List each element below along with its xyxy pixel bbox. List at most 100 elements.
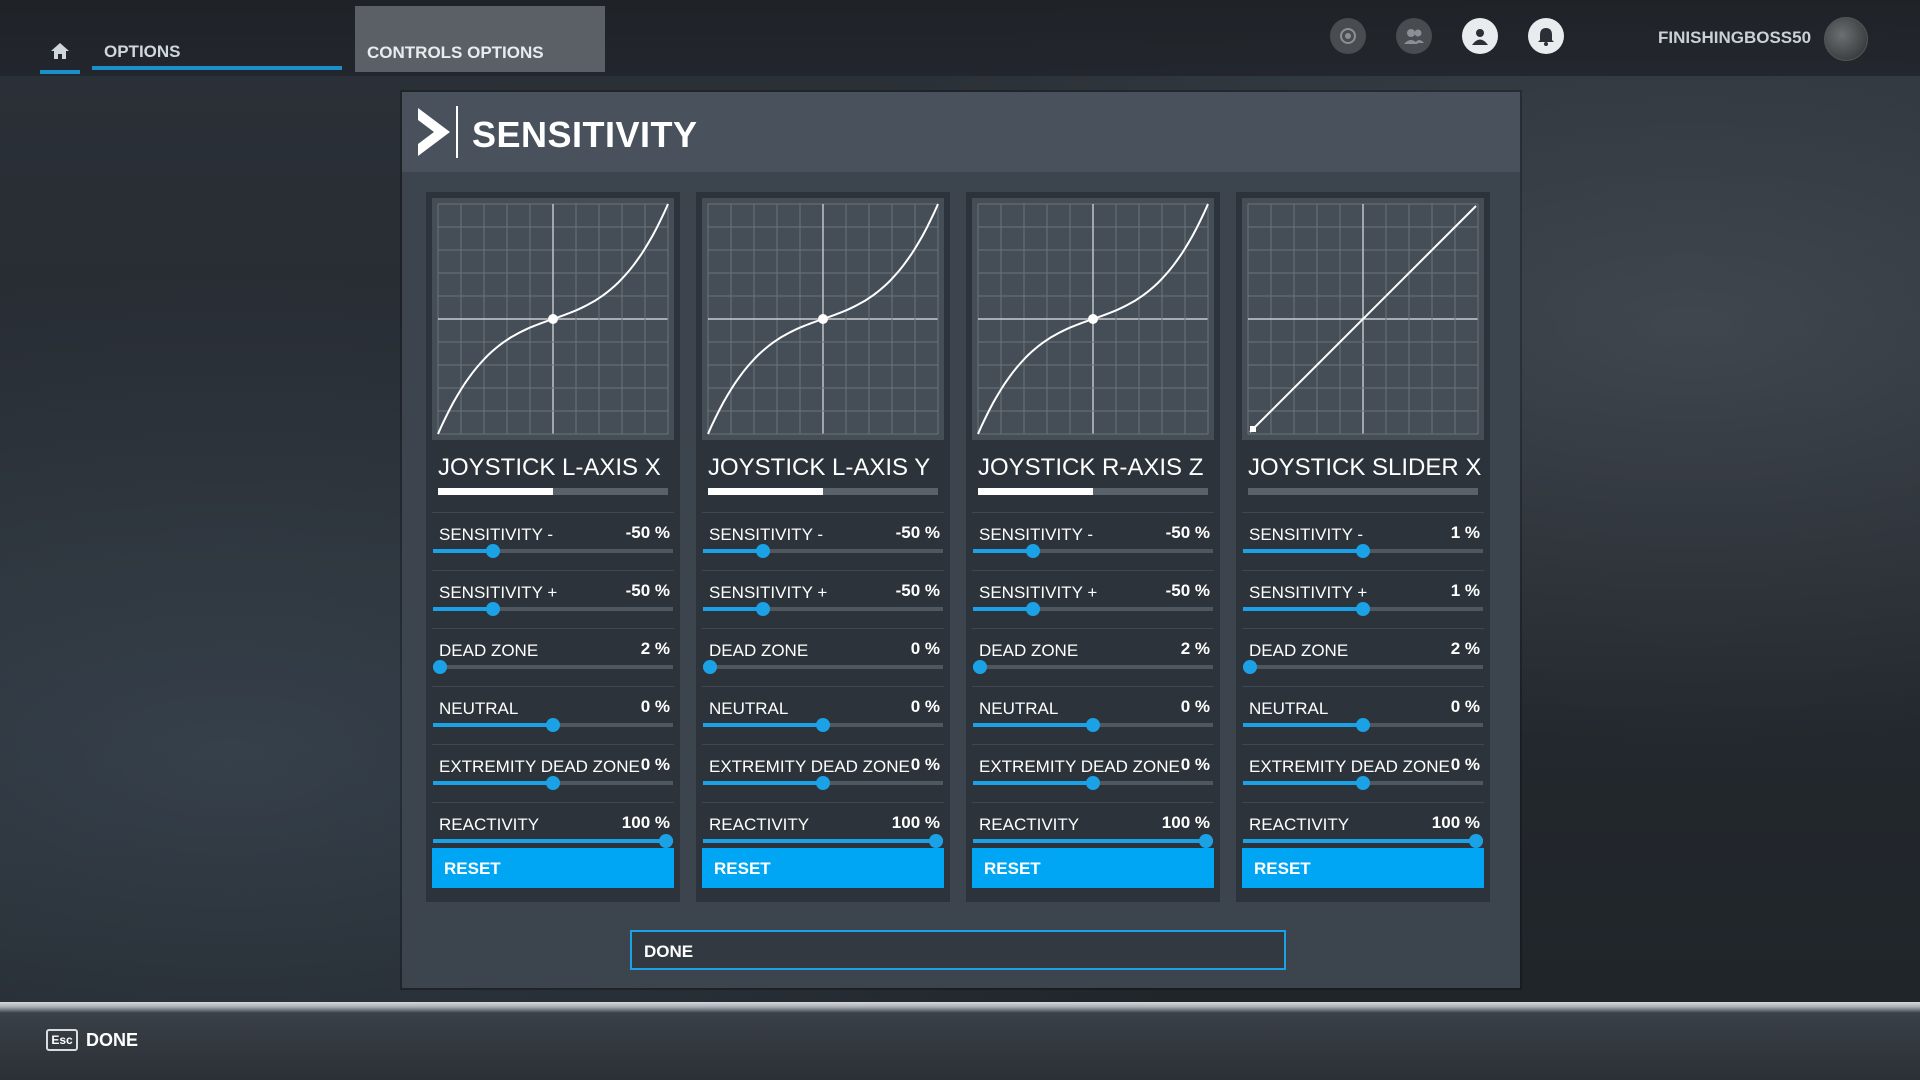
setting-slider[interactable] <box>1243 602 1483 616</box>
reset-button[interactable]: RESET <box>1242 848 1484 888</box>
marketplace-icon[interactable] <box>1330 18 1366 54</box>
setting-row-reactivity: REACTIVITY 100 % <box>432 802 674 861</box>
home-button[interactable] <box>40 32 80 74</box>
setting-row-extremity-dead-zone: EXTREMITY DEAD ZONE 0 % <box>702 744 944 803</box>
done-button[interactable]: DONE <box>630 930 1286 970</box>
setting-slider[interactable] <box>1243 718 1483 732</box>
setting-row-extremity-dead-zone: EXTREMITY DEAD ZONE 0 % <box>432 744 674 803</box>
setting-slider[interactable] <box>1243 776 1483 790</box>
setting-label: REACTIVITY <box>709 815 810 834</box>
reset-button[interactable]: RESET <box>432 848 674 888</box>
slider-handle[interactable] <box>546 776 560 790</box>
slider-fill <box>973 549 1033 553</box>
response-curve-graph <box>972 198 1214 440</box>
slider-handle[interactable] <box>433 660 448 674</box>
setting-slider[interactable] <box>973 660 1213 674</box>
setting-slider[interactable] <box>433 544 673 558</box>
setting-value: 0 % <box>1450 697 1480 716</box>
setting-value: 0 % <box>1180 697 1210 716</box>
setting-value: -50 % <box>625 523 670 542</box>
setting-value: 2 % <box>1450 639 1480 658</box>
avatar[interactable] <box>1824 17 1868 61</box>
friends-icon[interactable] <box>1396 18 1432 54</box>
setting-value: 0 % <box>910 639 940 658</box>
setting-slider[interactable] <box>973 544 1213 558</box>
axis-input-fill <box>978 488 1093 495</box>
slider-handle[interactable] <box>1356 718 1370 732</box>
tab-options[interactable]: OPTIONS <box>92 28 342 70</box>
slider-handle[interactable] <box>816 718 830 732</box>
setting-slider[interactable] <box>433 834 673 848</box>
bottom-done-button[interactable]: DONE <box>86 1030 139 1050</box>
setting-label: SENSITIVITY - <box>979 525 1093 544</box>
profile-icon[interactable] <box>1462 18 1498 54</box>
setting-slider[interactable] <box>433 776 673 790</box>
slider-handle[interactable] <box>973 660 988 674</box>
setting-label: NEUTRAL <box>979 699 1059 718</box>
slider-fill <box>433 781 553 785</box>
slider-handle[interactable] <box>1026 544 1040 558</box>
setting-slider[interactable] <box>1243 834 1483 848</box>
slider-handle[interactable] <box>486 602 500 616</box>
setting-slider[interactable] <box>703 834 943 848</box>
slider-handle[interactable] <box>703 660 718 674</box>
setting-slider[interactable] <box>1243 660 1483 674</box>
setting-value: -50 % <box>625 581 670 600</box>
setting-label: EXTREMITY DEAD ZONE <box>439 757 640 776</box>
setting-row-extremity-dead-zone: EXTREMITY DEAD ZONE 0 % <box>972 744 1214 803</box>
setting-value: 100 % <box>621 813 670 832</box>
setting-label: SENSITIVITY + <box>979 583 1098 602</box>
axis-input-bar <box>1248 488 1478 495</box>
setting-slider[interactable] <box>1243 544 1483 558</box>
setting-slider[interactable] <box>973 776 1213 790</box>
slider-handle[interactable] <box>756 544 770 558</box>
setting-slider[interactable] <box>433 718 673 732</box>
axis-input-fill <box>438 488 553 495</box>
setting-label: SENSITIVITY - <box>709 525 823 544</box>
axis-name: JOYSTICK L-AXIS X <box>438 454 661 481</box>
setting-slider[interactable] <box>703 718 943 732</box>
slider-handle[interactable] <box>1243 660 1258 674</box>
slider-fill <box>1243 549 1363 553</box>
slider-handle[interactable] <box>1086 776 1100 790</box>
setting-label: NEUTRAL <box>439 699 519 718</box>
setting-row-extremity-dead-zone: EXTREMITY DEAD ZONE 0 % <box>1242 744 1484 803</box>
axis-input-bar <box>438 488 668 495</box>
chevron-right-icon <box>418 108 450 156</box>
tab-controls-options[interactable]: CONTROLS OPTIONS <box>355 6 605 72</box>
setting-slider[interactable] <box>973 718 1213 732</box>
setting-row-dead-zone: DEAD ZONE 2 % <box>972 628 1214 687</box>
reset-button[interactable]: RESET <box>702 848 944 888</box>
username[interactable]: FINISHINGBOSS50 <box>1658 28 1812 47</box>
setting-slider[interactable] <box>973 834 1213 848</box>
slider-handle[interactable] <box>1198 834 1213 848</box>
slider-handle[interactable] <box>928 834 943 848</box>
setting-slider[interactable] <box>433 602 673 616</box>
setting-slider[interactable] <box>703 544 943 558</box>
axis-position-marker <box>1088 314 1098 324</box>
setting-slider[interactable] <box>703 776 943 790</box>
slider-handle[interactable] <box>1086 718 1100 732</box>
slider-handle[interactable] <box>816 776 830 790</box>
setting-slider[interactable] <box>973 602 1213 616</box>
setting-slider[interactable] <box>703 660 943 674</box>
reset-button[interactable]: RESET <box>972 848 1214 888</box>
notifications-icon[interactable] <box>1528 18 1564 54</box>
slider-handle[interactable] <box>1356 544 1370 558</box>
setting-slider[interactable] <box>433 660 673 674</box>
slider-handle[interactable] <box>1356 776 1370 790</box>
slider-handle[interactable] <box>1468 834 1483 848</box>
slider-handle[interactable] <box>486 544 500 558</box>
slider-handle[interactable] <box>1356 602 1370 616</box>
slider-fill <box>973 607 1033 611</box>
slider-handle[interactable] <box>756 602 770 616</box>
top-navigation-bar: OPTIONS CONTROLS OPTIONS FINISHINGBOSS50 <box>0 0 1920 76</box>
slider-handle[interactable] <box>546 718 560 732</box>
axis-position-marker <box>1250 426 1256 432</box>
slider-handle[interactable] <box>658 834 673 848</box>
setting-value: 2 % <box>1180 639 1210 658</box>
setting-slider[interactable] <box>703 602 943 616</box>
slider-handle[interactable] <box>1026 602 1040 616</box>
setting-label: NEUTRAL <box>709 699 789 718</box>
header-separator <box>456 106 458 158</box>
